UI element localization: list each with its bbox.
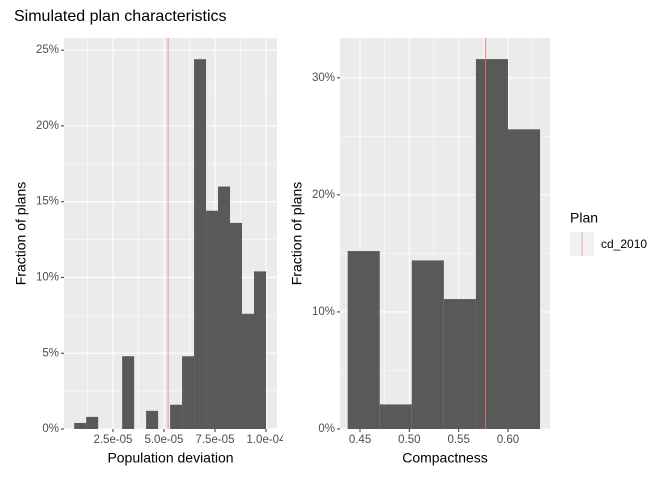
y-tick-label: 0% [42,423,59,435]
x-tick-label: 0.50 [398,434,420,446]
x-axis-title: Compactness [402,450,488,466]
x-tick-labels: 0.45 0.50 0.55 0.60 [349,434,519,446]
x-axis-title: Population deviation [107,450,233,466]
x-tick-label: 0.55 [447,434,469,446]
bar [146,410,159,429]
legend-title: Plan [570,210,598,226]
x-tick-label: 0.60 [497,434,519,446]
y-tick-label: 15% [36,196,59,208]
y-tick-label: 20% [312,189,335,201]
bar [218,186,231,429]
x-tick-labels: 2.5e-05 5.0e-05 7.5e-05 1.0e-04 [93,434,286,446]
x-tick-label: 1.0e-04 [246,434,286,446]
bar [170,404,183,429]
y-axis-title: Fraction of plans [13,182,29,286]
y-tick-label: 10% [36,271,59,283]
y-tick-label: 20% [36,120,59,132]
chart-title: Simulated plan characteristics [14,8,227,25]
bar [379,404,412,429]
bar [206,210,219,429]
y-tick-label: 30% [312,72,335,84]
x-tick-label: 5.0e-05 [144,434,183,446]
legend-label: cd_2010 [601,237,647,251]
y-tick-label: 25% [36,44,59,56]
bar [443,299,476,429]
bar [194,59,207,430]
bar [253,271,266,429]
y-tick-label: 10% [312,306,335,318]
bar [74,422,87,429]
x-tick-label: 2.5e-05 [93,434,132,446]
bar [411,260,444,429]
bar [230,222,243,429]
bar [347,251,380,429]
bar [475,59,508,429]
y-tick-label: 5% [42,347,59,359]
bar [122,356,135,429]
bar [242,313,254,429]
x-tick-label: 7.5e-05 [195,434,234,446]
bar [86,416,99,429]
bar [182,356,195,429]
x-tick-label: 0.45 [349,434,371,446]
y-axis-title: Fraction of plans [289,182,305,286]
bar [507,129,541,429]
y-tick-label: 0% [318,423,335,435]
